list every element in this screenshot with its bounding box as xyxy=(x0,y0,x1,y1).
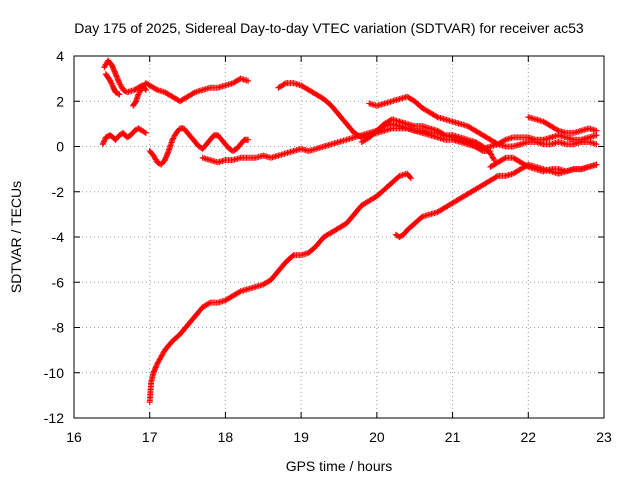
y-tick-label: 2 xyxy=(56,93,64,109)
x-tick-label: 18 xyxy=(218,429,234,445)
y-tick-label: -6 xyxy=(52,274,65,290)
series-arc-9 xyxy=(366,93,600,150)
y-axis-label: SDTVAR / TECUs xyxy=(8,181,24,293)
data-point-markers xyxy=(102,71,123,98)
data-point-markers xyxy=(392,161,600,240)
data-point-markers xyxy=(99,125,149,148)
data-point-markers xyxy=(146,170,414,406)
y-tick-label: -8 xyxy=(52,320,65,336)
series-arc-12 xyxy=(146,170,414,406)
y-tick-label: -2 xyxy=(52,184,65,200)
series-arc-4 xyxy=(99,125,149,148)
x-tick-label: 17 xyxy=(142,429,158,445)
chart-title: Day 175 of 2025, Sidereal Day-to-day VTE… xyxy=(74,20,584,36)
data-point-markers xyxy=(146,125,252,168)
data-point-markers xyxy=(366,93,600,150)
x-tick-labels: 16 17 18 19 20 21 22 23 xyxy=(66,429,612,445)
series-arc-2 xyxy=(102,71,123,98)
data-point-markers xyxy=(358,116,494,154)
data-point-markers xyxy=(130,75,252,109)
y-tick-label: -12 xyxy=(44,410,64,426)
x-tick-label: 23 xyxy=(596,429,612,445)
x-tick-label: 20 xyxy=(369,429,385,445)
series-arc-13 xyxy=(392,161,600,240)
x-tick-label: 22 xyxy=(520,429,536,445)
series-arc-10 xyxy=(525,114,600,136)
grid xyxy=(74,56,604,418)
series-arc-8 xyxy=(358,116,494,154)
data-points xyxy=(99,57,600,406)
series-arc-3 xyxy=(130,75,252,109)
y-tick-label: 0 xyxy=(56,139,64,155)
x-tick-label: 19 xyxy=(293,429,309,445)
x-tick-label: 21 xyxy=(445,429,461,445)
series-arc-5 xyxy=(146,125,252,168)
y-tick-labels: -12 -10 -8 -6 -4 -2 0 2 4 xyxy=(44,48,64,426)
data-point-markers xyxy=(525,114,600,136)
y-tick-label: 4 xyxy=(56,48,64,64)
x-axis-label: GPS time / hours xyxy=(286,458,393,474)
y-tick-label: -4 xyxy=(52,229,65,245)
x-tick-label: 16 xyxy=(66,429,82,445)
y-tick-label: -10 xyxy=(44,365,64,381)
axis-ticks xyxy=(73,55,605,419)
